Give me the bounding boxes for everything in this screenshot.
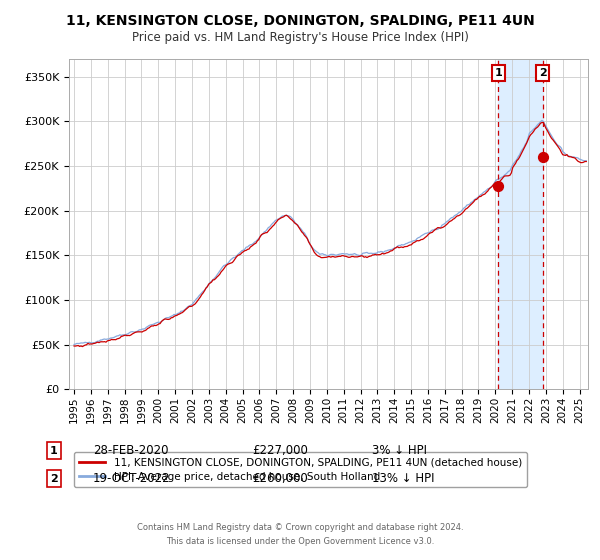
Point — [493, 182, 503, 191]
Text: 13% ↓ HPI: 13% ↓ HPI — [372, 472, 434, 486]
Legend: 11, KENSINGTON CLOSE, DONINGTON, SPALDING, PE11 4UN (detached house), HPI: Avera: 11, KENSINGTON CLOSE, DONINGTON, SPALDIN… — [74, 452, 527, 487]
Bar — [498, 59, 542, 389]
Text: 28-FEB-2020: 28-FEB-2020 — [93, 444, 169, 458]
Text: 1: 1 — [494, 68, 502, 78]
Text: 1: 1 — [50, 446, 58, 456]
Text: 19-OCT-2022: 19-OCT-2022 — [93, 472, 170, 486]
Text: Contains HM Land Registry data © Crown copyright and database right 2024.: Contains HM Land Registry data © Crown c… — [137, 523, 463, 532]
Text: £260,000: £260,000 — [252, 472, 308, 486]
Text: 11, KENSINGTON CLOSE, DONINGTON, SPALDING, PE11 4UN: 11, KENSINGTON CLOSE, DONINGTON, SPALDIN… — [65, 14, 535, 28]
Text: 2: 2 — [50, 474, 58, 484]
Text: £227,000: £227,000 — [252, 444, 308, 458]
Text: This data is licensed under the Open Government Licence v3.0.: This data is licensed under the Open Gov… — [166, 537, 434, 546]
Text: 2: 2 — [539, 68, 547, 78]
Text: 3% ↓ HPI: 3% ↓ HPI — [372, 444, 427, 458]
Text: Price paid vs. HM Land Registry's House Price Index (HPI): Price paid vs. HM Land Registry's House … — [131, 31, 469, 44]
Point — [538, 152, 547, 161]
